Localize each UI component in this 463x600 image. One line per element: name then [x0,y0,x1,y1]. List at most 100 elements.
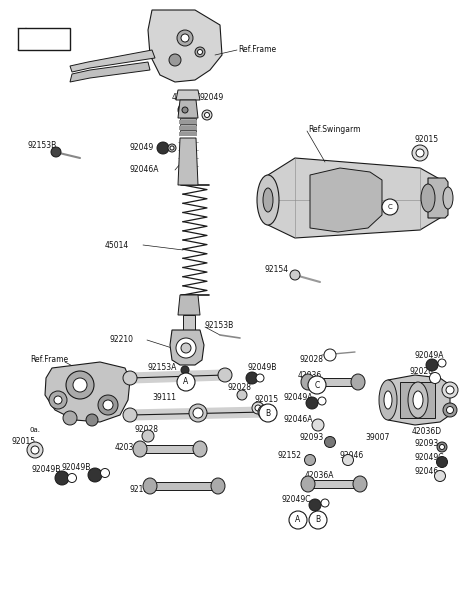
Text: 92028: 92028 [227,383,251,392]
Text: 92028: 92028 [409,367,433,377]
Text: 92015: 92015 [12,437,36,446]
Circle shape [433,470,444,481]
Circle shape [342,455,353,466]
Text: 92049: 92049 [200,94,224,103]
Polygon shape [175,90,200,100]
Circle shape [181,107,188,113]
Ellipse shape [350,374,364,390]
Circle shape [100,469,109,478]
Ellipse shape [257,175,278,225]
Text: 92153: 92153 [130,485,154,494]
Polygon shape [179,132,197,136]
Circle shape [142,430,154,442]
Circle shape [51,147,61,157]
Text: 92046: 92046 [414,467,438,476]
Text: 39007: 39007 [364,433,388,443]
Text: 92049A: 92049A [414,350,444,359]
Circle shape [49,391,67,409]
Ellipse shape [420,184,434,212]
Circle shape [201,110,212,120]
Text: 92049C: 92049C [414,454,444,463]
Polygon shape [399,382,434,418]
Text: A: A [183,377,188,386]
Text: 42036: 42036 [297,370,322,379]
Circle shape [168,144,175,152]
Ellipse shape [133,441,147,457]
Text: 92049B: 92049B [62,463,91,473]
Circle shape [308,511,326,529]
Text: 92049B: 92049B [32,466,61,475]
Circle shape [31,446,39,454]
Text: 42036C: 42036C [172,92,201,101]
Text: A: A [295,515,300,524]
Circle shape [27,442,43,458]
Polygon shape [150,482,218,490]
Text: C: C [314,380,319,389]
Circle shape [88,468,102,482]
Ellipse shape [193,441,206,457]
Text: 92210: 92210 [110,335,134,344]
Circle shape [381,199,397,215]
Circle shape [181,366,188,374]
Text: 92153B: 92153B [28,140,57,149]
Ellipse shape [442,187,452,209]
Circle shape [67,473,76,482]
Circle shape [258,404,276,422]
Circle shape [175,338,195,358]
Text: 92046A: 92046A [283,415,313,425]
Polygon shape [179,126,197,130]
Ellipse shape [263,188,272,212]
Circle shape [304,455,315,466]
Text: Ref.Frame: Ref.Frame [30,355,68,364]
Circle shape [194,47,205,57]
Text: 0a.: 0a. [30,427,41,433]
Circle shape [307,376,325,394]
Text: 92028: 92028 [300,355,323,364]
Circle shape [442,403,456,417]
Polygon shape [309,168,381,232]
Circle shape [288,511,307,529]
Polygon shape [180,130,195,134]
Circle shape [176,373,194,391]
Circle shape [169,54,181,66]
Circle shape [176,30,193,46]
Text: 92046A: 92046A [130,166,159,175]
Circle shape [324,437,335,448]
Text: 42036A: 42036A [304,470,334,479]
Circle shape [54,396,62,404]
Ellipse shape [352,476,366,492]
Text: 92153A: 92153A [148,364,177,373]
Polygon shape [178,100,198,118]
Text: 92049C: 92049C [282,496,311,505]
Text: 92093: 92093 [414,439,438,448]
Circle shape [317,397,325,405]
Ellipse shape [211,478,225,494]
Circle shape [197,49,202,55]
Ellipse shape [383,391,391,409]
Circle shape [63,411,77,425]
Polygon shape [45,362,130,422]
Text: 92046: 92046 [339,451,363,460]
Circle shape [438,445,444,449]
Circle shape [181,343,191,353]
Polygon shape [387,375,449,425]
Text: 92153B: 92153B [205,320,234,329]
Text: B: B [265,409,270,418]
Polygon shape [182,315,194,330]
Ellipse shape [407,382,427,418]
Circle shape [245,372,257,384]
Circle shape [123,371,137,385]
Circle shape [169,146,174,150]
Polygon shape [70,62,150,82]
Polygon shape [180,118,195,122]
Text: 92049A: 92049A [283,392,313,401]
Circle shape [181,34,188,42]
Circle shape [308,499,320,511]
Circle shape [436,457,446,467]
Text: C: C [387,204,392,210]
Circle shape [66,371,94,399]
Circle shape [257,405,271,419]
Circle shape [425,359,437,371]
Circle shape [188,404,206,422]
Circle shape [289,270,300,280]
